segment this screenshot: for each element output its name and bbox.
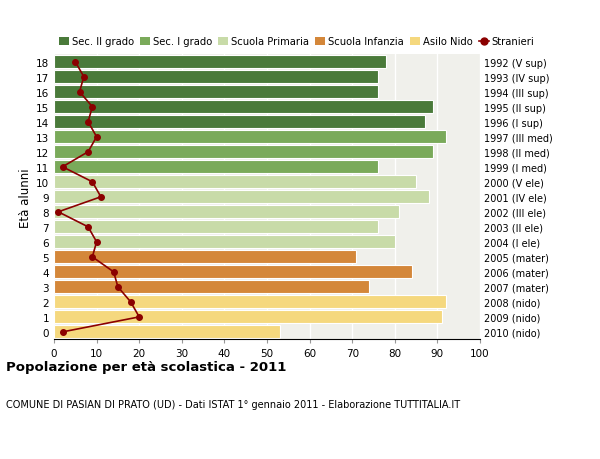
Bar bbox=[54, 251, 356, 264]
Point bbox=[88, 104, 97, 111]
Point bbox=[92, 239, 101, 246]
Point bbox=[83, 149, 93, 156]
Bar bbox=[54, 311, 442, 324]
Point bbox=[83, 119, 93, 126]
Bar bbox=[54, 101, 433, 114]
Point bbox=[92, 134, 101, 141]
Legend: Sec. II grado, Sec. I grado, Scuola Primaria, Scuola Infanzia, Asilo Nido, Stran: Sec. II grado, Sec. I grado, Scuola Prim… bbox=[59, 37, 535, 47]
Bar bbox=[54, 236, 395, 249]
Bar bbox=[54, 116, 425, 129]
Bar bbox=[54, 71, 378, 84]
Point bbox=[96, 194, 106, 201]
Bar bbox=[54, 280, 369, 294]
Bar bbox=[54, 176, 416, 189]
Bar bbox=[54, 266, 412, 279]
Bar bbox=[54, 161, 378, 174]
Bar bbox=[54, 56, 386, 69]
Bar bbox=[54, 296, 446, 309]
Text: Popolazione per età scolastica - 2011: Popolazione per età scolastica - 2011 bbox=[6, 360, 286, 373]
Bar bbox=[54, 146, 433, 159]
Point bbox=[79, 74, 89, 81]
Point bbox=[71, 59, 80, 66]
Bar bbox=[54, 221, 378, 234]
Point bbox=[83, 224, 93, 231]
Bar bbox=[54, 325, 280, 339]
Point bbox=[58, 164, 67, 171]
Bar bbox=[54, 191, 429, 204]
Y-axis label: Età alunni: Età alunni bbox=[19, 168, 32, 227]
Point bbox=[88, 254, 97, 261]
Text: COMUNE DI PASIAN DI PRATO (UD) - Dati ISTAT 1° gennaio 2011 - Elaborazione TUTTI: COMUNE DI PASIAN DI PRATO (UD) - Dati IS… bbox=[6, 399, 460, 409]
Point bbox=[53, 209, 63, 216]
Point bbox=[126, 298, 136, 306]
Bar bbox=[54, 206, 399, 219]
Point bbox=[113, 284, 123, 291]
Point bbox=[75, 89, 85, 96]
Bar bbox=[54, 86, 378, 99]
Point bbox=[134, 313, 144, 321]
Point bbox=[58, 329, 67, 336]
Point bbox=[109, 269, 118, 276]
Point bbox=[88, 179, 97, 186]
Bar bbox=[54, 131, 446, 144]
